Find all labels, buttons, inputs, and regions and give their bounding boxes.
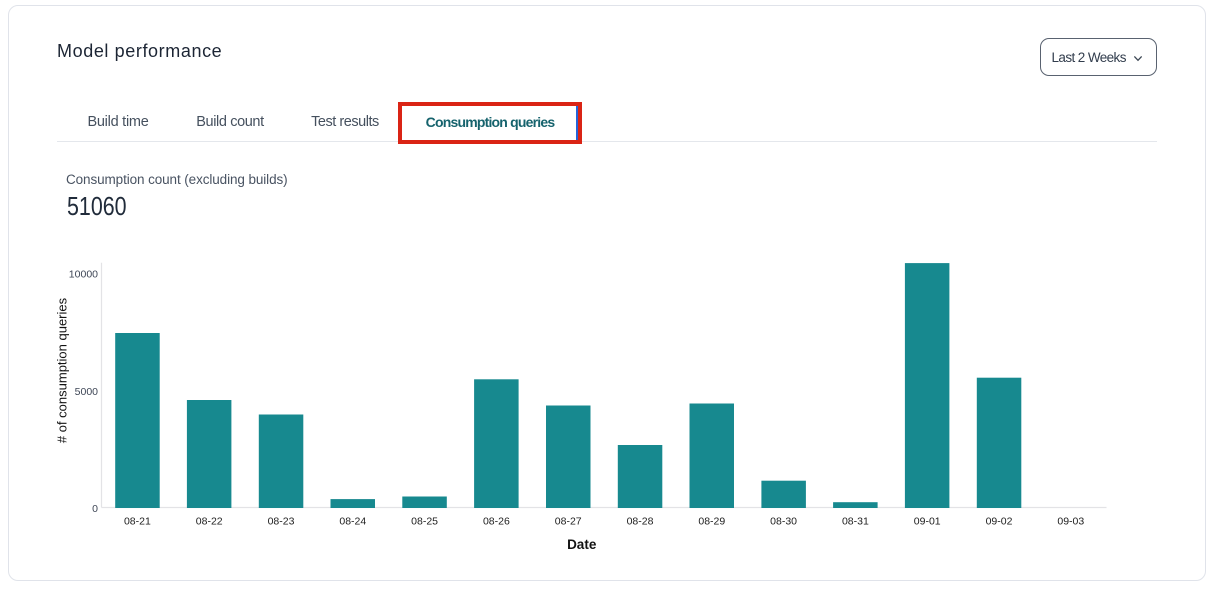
svg-text:08-24: 08-24 xyxy=(339,516,366,528)
svg-text:08-30: 08-30 xyxy=(770,516,797,528)
svg-text:08-31: 08-31 xyxy=(842,516,869,528)
svg-text:08-27: 08-27 xyxy=(555,516,582,528)
svg-text:0: 0 xyxy=(92,503,98,515)
svg-text:09-01: 09-01 xyxy=(914,516,941,528)
svg-text:Date: Date xyxy=(567,537,597,552)
svg-text:08-21: 08-21 xyxy=(124,516,151,528)
svg-text:08-29: 08-29 xyxy=(698,516,725,528)
svg-text:08-22: 08-22 xyxy=(196,516,223,528)
svg-text:5000: 5000 xyxy=(75,386,99,398)
svg-text:08-23: 08-23 xyxy=(268,516,295,528)
svg-text:09-02: 09-02 xyxy=(986,516,1013,528)
svg-text:# of consumption queries: # of consumption queries xyxy=(55,297,70,443)
svg-text:08-25: 08-25 xyxy=(411,516,438,528)
svg-text:08-26: 08-26 xyxy=(483,516,510,528)
svg-text:10000: 10000 xyxy=(69,269,98,281)
svg-text:09-03: 09-03 xyxy=(1057,516,1084,528)
svg-text:08-28: 08-28 xyxy=(627,516,654,528)
